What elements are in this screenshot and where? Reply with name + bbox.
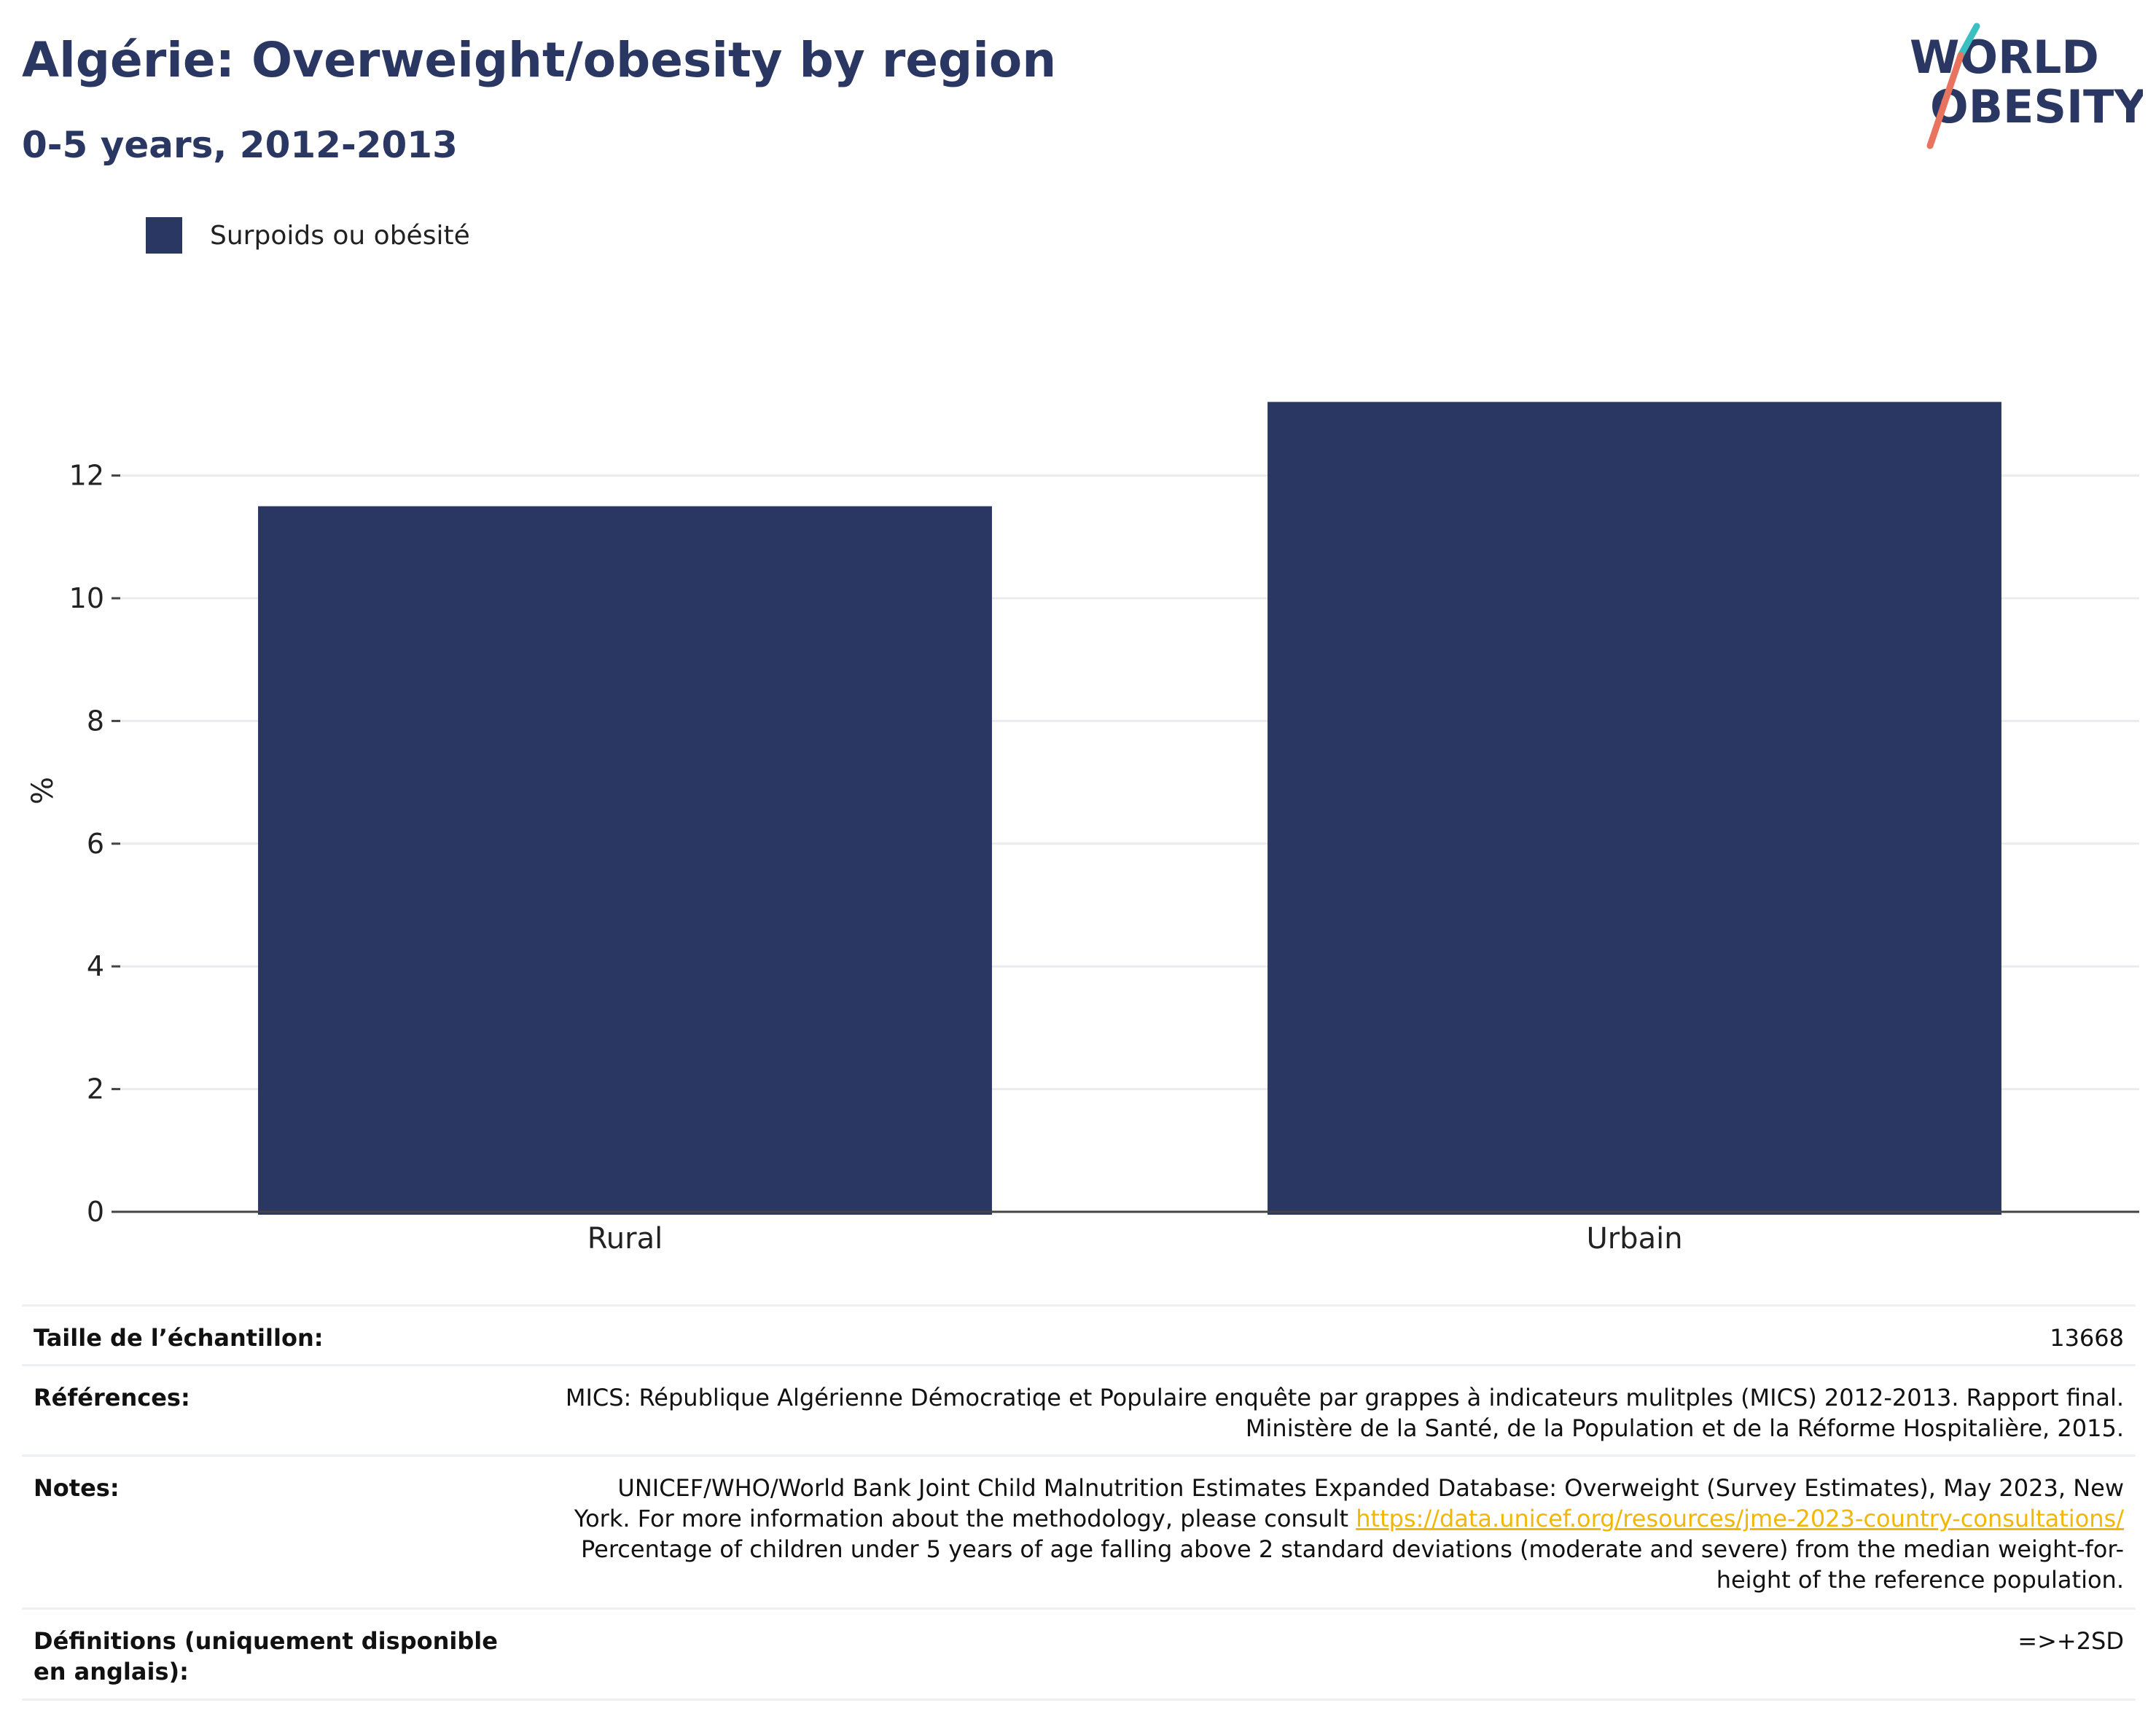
legend-label: Surpoids ou obésité bbox=[210, 220, 470, 251]
references-line-1: MICS: République Algérienne Démocratiqe … bbox=[565, 1384, 2124, 1411]
info-row-references: Références: MICS: République Algérienne … bbox=[22, 1364, 2136, 1454]
y-tick-label: 8 bbox=[87, 705, 104, 737]
bar-chart: 0 2 4 6 8 10 12 Rural Urbain% bbox=[26, 402, 2139, 1256]
logo-word-obesity: OBESITY bbox=[1930, 80, 2143, 133]
world-obesity-logo: WORLD OBESITY bbox=[1910, 23, 2143, 149]
info-row-definitions: Définitions (uniquement disponible en an… bbox=[22, 1607, 2136, 1701]
definitions-value: =>+2SD bbox=[2018, 1627, 2124, 1655]
bar-rural bbox=[258, 506, 992, 1215]
page-title: Algérie: Overweight/obesity by region bbox=[22, 32, 1057, 88]
references-label: Références: bbox=[34, 1384, 190, 1411]
definitions-label: Définitions (uniquement disponible en an… bbox=[34, 1627, 498, 1685]
notes-link[interactable]: https://data.unicef.org/resources/jme-20… bbox=[1356, 1505, 2124, 1532]
sample-size-value: 13668 bbox=[2050, 1324, 2124, 1352]
notes-line-3: Percentage of children under 5 years of … bbox=[581, 1535, 2124, 1563]
info-row-notes: Notes: UNICEF/WHO/World Bank Joint Child… bbox=[22, 1454, 2136, 1607]
y-tick-label: 0 bbox=[87, 1196, 104, 1228]
x-tick-label: Urbain bbox=[1586, 1222, 1682, 1256]
sample-size-label: Taille de l’échantillon: bbox=[34, 1324, 324, 1352]
legend-swatch bbox=[146, 217, 182, 254]
info-table: Taille de l’échantillon: 13668 Référence… bbox=[22, 1304, 2136, 1701]
chart-legend: Surpoids ou obésité bbox=[146, 217, 470, 254]
notes-value: UNICEF/WHO/World Bank Joint Child Malnut… bbox=[529, 1473, 2124, 1595]
references-line-2: Ministère de la Santé, de la Population … bbox=[1245, 1414, 2124, 1442]
logo-slash-coral bbox=[1926, 52, 1964, 149]
info-row-sample: Taille de l’échantillon: 13668 bbox=[22, 1304, 2136, 1364]
x-tick-label: Rural bbox=[587, 1222, 663, 1256]
y-tick-label: 6 bbox=[87, 828, 104, 860]
y-axis-title: % bbox=[26, 777, 60, 804]
y-tick-label: 10 bbox=[69, 582, 104, 614]
notes-label: Notes: bbox=[34, 1474, 120, 1502]
notes-line-2: York. For more information about the met… bbox=[558, 1503, 2124, 1534]
notes-line-2-text: York. For more information about the met… bbox=[574, 1505, 1356, 1532]
page-subtitle: 0-5 years, 2012-2013 bbox=[22, 124, 458, 166]
bar-urbain bbox=[1268, 402, 2001, 1215]
logo-slash-teal bbox=[1957, 23, 1980, 59]
y-tick-label: 4 bbox=[87, 950, 104, 982]
y-tick-label: 12 bbox=[69, 460, 104, 492]
y-tick-label: 2 bbox=[87, 1073, 104, 1105]
references-value: MICS: République Algérienne Démocratiqe … bbox=[529, 1382, 2124, 1444]
notes-line-4: height of the reference population. bbox=[1716, 1566, 2124, 1594]
notes-line-1: UNICEF/WHO/World Bank Joint Child Malnut… bbox=[617, 1474, 2124, 1502]
logo-word-world: WORLD bbox=[1910, 31, 2099, 84]
